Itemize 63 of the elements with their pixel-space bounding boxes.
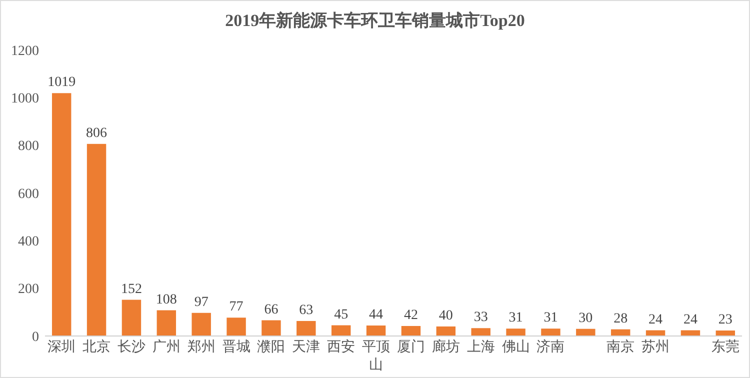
y-tick-label: 1000 — [11, 92, 39, 107]
x-tick-label: 廊坊 — [432, 339, 460, 355]
bar — [122, 300, 142, 336]
data-label: 42 — [404, 308, 418, 323]
x-tick-label: 晋城 — [222, 339, 250, 355]
bar — [716, 330, 736, 336]
bar — [366, 326, 386, 336]
x-tick-label: 北京 — [82, 339, 111, 355]
data-label: 44 — [369, 308, 384, 323]
x-tick-label: 濮阳 — [257, 339, 286, 355]
bar — [192, 312, 211, 336]
data-label: 97 — [194, 294, 208, 310]
data-label: 33 — [474, 310, 488, 326]
data-label: 24 — [648, 312, 663, 328]
x-tick-label: 南京 — [606, 339, 635, 355]
y-tick-label: 200 — [18, 282, 39, 298]
bar — [331, 325, 351, 336]
bar — [52, 93, 72, 336]
data-label: 63 — [299, 302, 314, 318]
x-tick-label: 苏州 — [642, 339, 670, 355]
y-tick-label: 600 — [18, 186, 39, 202]
data-label: 24 — [683, 312, 698, 328]
data-label: 28 — [614, 311, 628, 326]
y-tick-label: 400 — [18, 234, 39, 250]
bar — [262, 320, 281, 336]
bar — [156, 310, 176, 336]
bar — [506, 328, 526, 336]
x-tick-label: 厦门 — [396, 339, 425, 355]
data-label: 77 — [229, 300, 244, 315]
bar — [226, 318, 246, 336]
data-label: 806 — [86, 126, 108, 141]
data-label: 66 — [264, 302, 278, 318]
y-tick-label: 800 — [18, 139, 39, 154]
x-tick-label: 平顶山 — [362, 340, 390, 373]
x-tick-label: 天津 — [292, 339, 320, 355]
y-tick-label: 1200 — [11, 44, 39, 59]
data-label: 1019 — [48, 75, 76, 90]
x-tick-label: 佛山 — [502, 339, 530, 355]
data-label: 108 — [156, 292, 177, 308]
bar — [86, 144, 106, 336]
data-label: 30 — [578, 310, 593, 326]
data-label: 45 — [334, 307, 348, 322]
bar — [471, 328, 490, 336]
x-tick-label: 广州 — [152, 339, 180, 355]
bar — [401, 326, 421, 336]
data-label: 152 — [120, 282, 142, 297]
bar — [296, 320, 316, 336]
bar — [576, 328, 596, 336]
data-label: 31 — [508, 310, 523, 326]
data-label: 31 — [544, 310, 558, 326]
x-tick-label: 上海 — [466, 339, 495, 355]
data-label: 23 — [718, 312, 732, 328]
y-tick-label: 0 — [32, 330, 39, 345]
bar — [436, 326, 456, 336]
x-tick-label: 济南 — [536, 339, 565, 355]
chart-title: 2019年新能源卡车环卫车销量城市Top20 — [225, 11, 525, 30]
x-tick-label: 东莞 — [711, 339, 740, 355]
x-tick-label: 深圳 — [48, 339, 76, 355]
bar — [541, 328, 560, 336]
x-tick-label: 西安 — [327, 339, 356, 355]
x-tick-label: 长沙 — [117, 339, 146, 355]
x-tick-label: 郑州 — [187, 339, 216, 355]
data-label: 40 — [438, 308, 453, 324]
